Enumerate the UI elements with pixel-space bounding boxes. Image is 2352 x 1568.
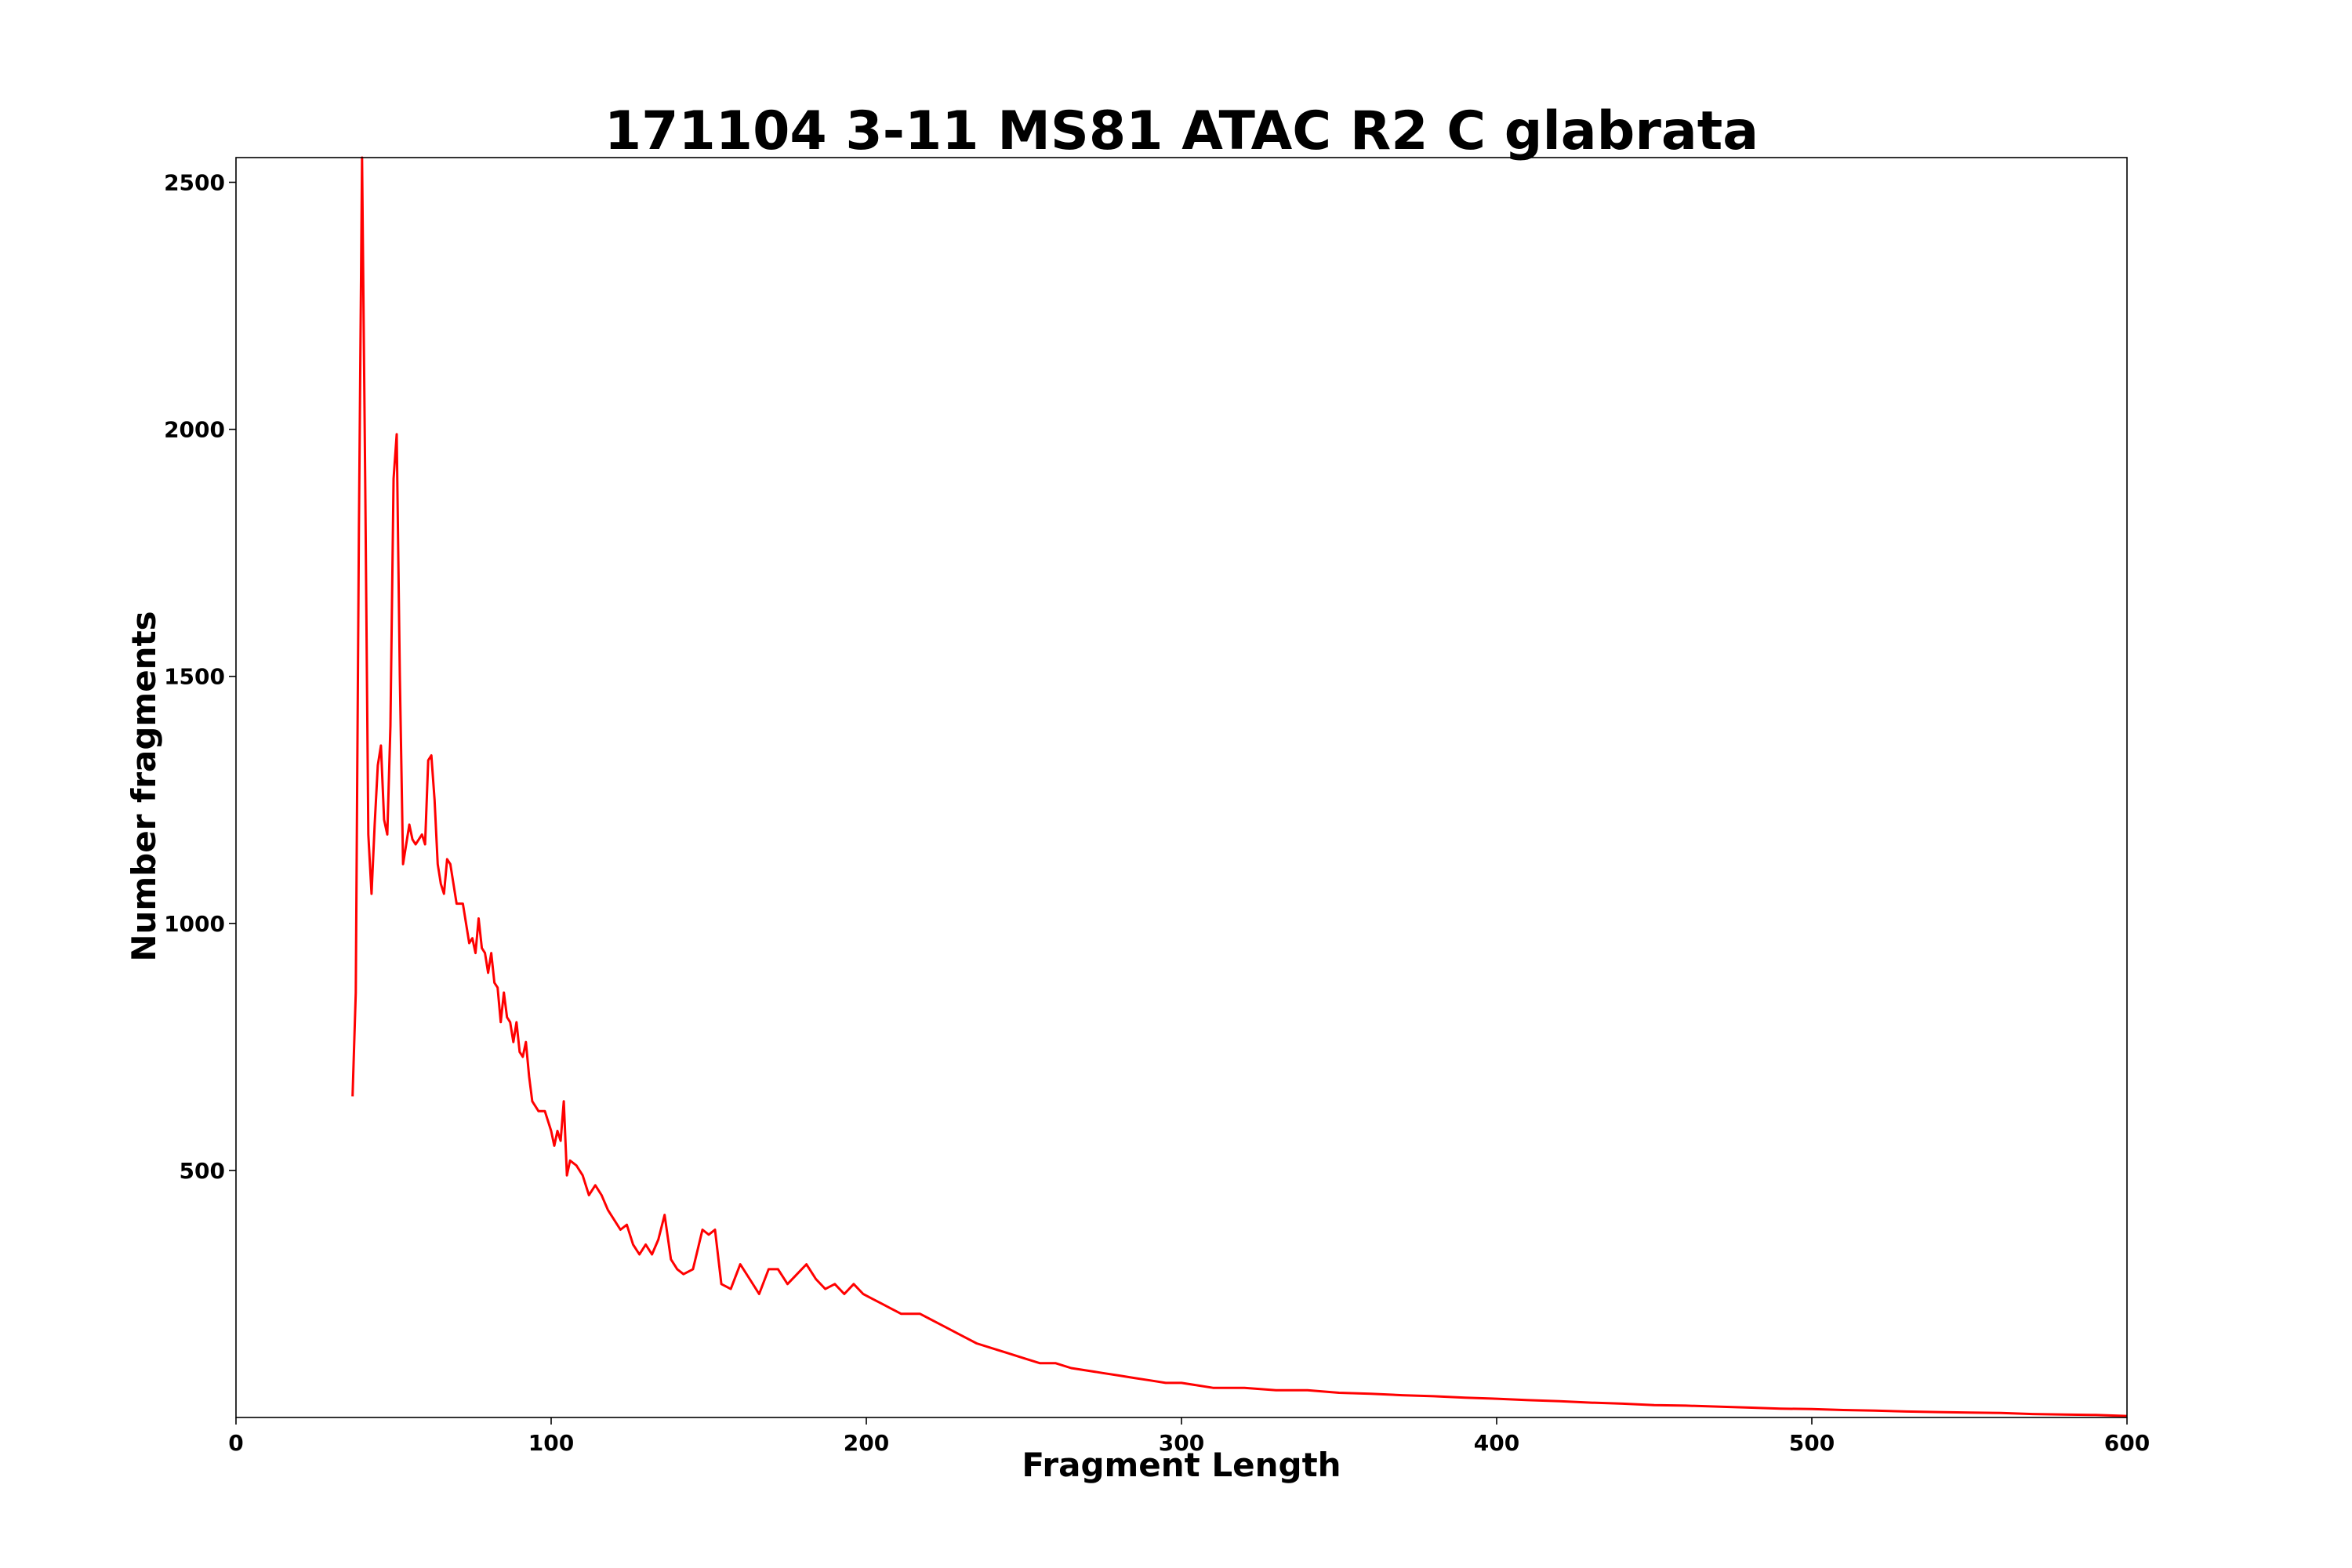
x-tick-label: 200 <box>844 1430 889 1456</box>
x-tick-label: 0 <box>228 1430 243 1456</box>
y-tick-label: 1500 <box>164 664 225 690</box>
y-axis-label: Number fragments <box>125 611 163 961</box>
x-tick-label: 300 <box>1159 1430 1204 1456</box>
series-line <box>351 156 2128 1417</box>
plot-frame <box>235 157 2128 1418</box>
x-tick-label: 600 <box>2104 1430 2150 1456</box>
y-tick-label: 1000 <box>164 911 225 937</box>
y-tick-label: 2000 <box>164 417 225 443</box>
x-tick-label: 400 <box>1474 1430 1519 1456</box>
x-tick-label: 500 <box>1789 1430 1835 1456</box>
chart-title: 171104 3-11 MS81 ATAC R2 C glabrata <box>604 100 1759 162</box>
y-tick-label: 500 <box>180 1158 225 1184</box>
y-axis-ticks: 500 1000 1500 2000 2500 <box>164 170 236 1184</box>
x-axis-ticks: 0 100 200 300 400 500 600 <box>228 1417 2150 1456</box>
x-axis-label: Fragment Length <box>1022 1446 1341 1484</box>
x-tick-label: 100 <box>528 1430 574 1456</box>
y-tick-label: 2500 <box>164 170 225 196</box>
